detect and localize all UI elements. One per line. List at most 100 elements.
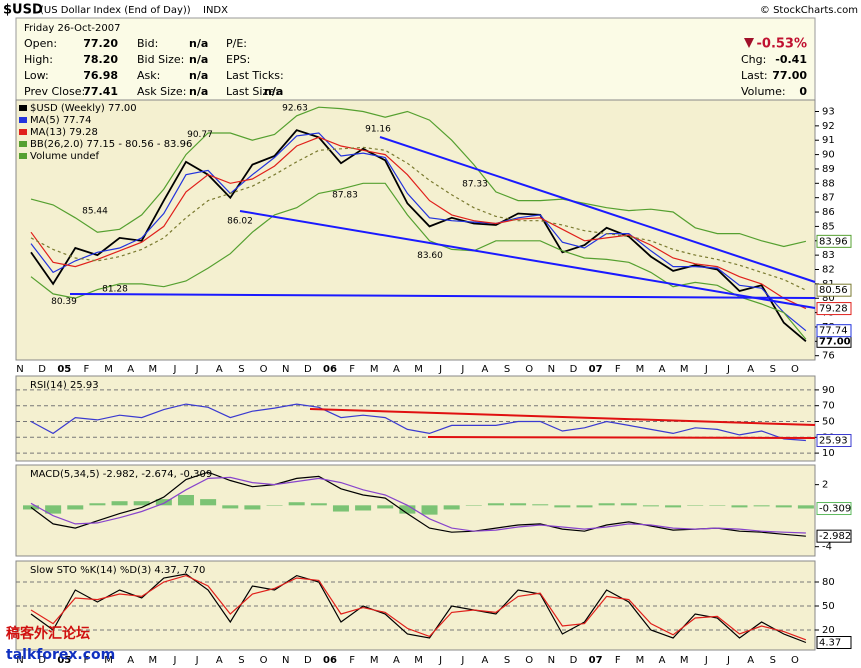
- end-label: 4.37: [819, 638, 841, 649]
- histogram-bar: [598, 503, 615, 506]
- x-tick-label: J: [438, 655, 442, 666]
- x-tick-label: N: [16, 655, 23, 666]
- trend-line: [379, 136, 816, 283]
- field-value: n/a: [189, 69, 208, 82]
- y-tick-label: 90: [822, 150, 835, 161]
- legend-swatch: [19, 141, 27, 147]
- histogram-bar: [266, 505, 283, 506]
- x-tick-label: J: [195, 655, 199, 666]
- series-line: [30, 403, 806, 442]
- histogram-bar: [89, 503, 106, 506]
- end-label: 77.00: [819, 336, 851, 347]
- x-tick-label: J: [438, 364, 442, 375]
- end-label: 79.28: [819, 304, 848, 315]
- legend-swatch: [19, 117, 27, 123]
- legend: MACD(5,34,5) -2.982, -2.674, -0.309: [30, 469, 212, 480]
- field-value: 77.41: [83, 85, 118, 98]
- y-tick-label: 90: [822, 385, 835, 396]
- field-value: n/a: [189, 37, 208, 50]
- x-tick-label: M: [370, 364, 379, 375]
- y-tick-label: 80: [822, 293, 835, 304]
- x-tick-label: A: [393, 655, 400, 666]
- y-tick-label: 92: [822, 121, 835, 132]
- y-tick-label: 50: [822, 417, 835, 428]
- x-tick-label: O: [525, 655, 533, 666]
- price-annotation: 81.28: [102, 284, 128, 294]
- symbol: $USD: [3, 3, 43, 18]
- y-tick-label: 50: [822, 601, 835, 612]
- change-pct: -0.53%: [757, 37, 808, 52]
- watermark: 稿客外汇论坛: [6, 625, 90, 642]
- y-tick-label: 70: [822, 401, 835, 412]
- x-tick-label: 06: [323, 364, 337, 375]
- x-tick-label: F: [615, 364, 621, 375]
- end-label-box: [816, 434, 852, 448]
- date: Friday 26-Oct-2007: [24, 23, 120, 34]
- histogram-bar: [288, 502, 305, 506]
- x-tick-label: N: [548, 655, 555, 666]
- x-tick-label: A: [127, 364, 134, 375]
- histogram-bar: [532, 504, 549, 506]
- series-line: [30, 132, 807, 332]
- histogram-bar: [399, 505, 416, 514]
- source: © StockCharts.com: [760, 5, 858, 16]
- field-label: High:: [24, 53, 53, 66]
- x-tick-label: O: [260, 655, 268, 666]
- y-tick-label: 83: [822, 250, 835, 261]
- end-label: 83.96: [819, 236, 848, 247]
- x-tick-label: D: [38, 364, 46, 375]
- legend-entry: $USD (Weekly) 77.00: [30, 103, 137, 114]
- histogram-bar: [797, 505, 814, 509]
- x-tick-label: A: [659, 364, 666, 375]
- histogram-bar: [155, 499, 172, 506]
- x-tick-label: J: [173, 655, 177, 666]
- x-tick-label: M: [680, 655, 689, 666]
- x-tick-label: J: [704, 364, 708, 375]
- x-tick-label: N: [16, 364, 23, 375]
- y-tick-label: -4: [822, 542, 832, 553]
- x-tick-label: M: [636, 655, 645, 666]
- histogram-bar: [753, 505, 770, 507]
- end-label: -0.309: [819, 504, 851, 515]
- y-tick-label: 91: [822, 135, 835, 146]
- histogram-bar: [620, 503, 637, 506]
- field-label: Last Ticks:: [226, 69, 284, 82]
- x-tick-label: J: [460, 364, 464, 375]
- x-tick-label: O: [260, 364, 268, 375]
- legend-swatch: [19, 153, 27, 159]
- series-line: [30, 471, 806, 537]
- x-tick-label: M: [636, 364, 645, 375]
- histogram-bar: [222, 505, 239, 509]
- symbol-name: (US Dollar Index (End of Day)): [40, 5, 191, 16]
- x-tick-label: 05: [57, 655, 71, 666]
- field-label: Prev Close:: [24, 85, 85, 98]
- x-tick-label: 05: [57, 364, 71, 375]
- series-line: [30, 136, 807, 310]
- price-annotation: 87.33: [462, 179, 488, 189]
- x-tick-label: M: [104, 364, 113, 375]
- stat-value: 0: [799, 85, 807, 98]
- histogram-bar: [177, 494, 194, 506]
- end-label: 25.93: [819, 436, 848, 447]
- x-tick-label: J: [726, 655, 730, 666]
- y-tick-label: 76: [822, 351, 835, 362]
- x-tick-label: 07: [589, 364, 603, 375]
- histogram-bar: [443, 505, 460, 510]
- field-label: Bid:: [137, 37, 158, 50]
- y-tick-label: 89: [822, 164, 835, 175]
- field-value: n/a: [189, 85, 208, 98]
- y-tick-label: 2: [822, 480, 828, 491]
- x-tick-label: F: [84, 364, 90, 375]
- end-label-box: [816, 283, 852, 297]
- histogram-bar: [310, 503, 327, 506]
- legend-swatch: [19, 129, 27, 135]
- x-tick-label: S: [504, 655, 510, 666]
- x-tick-label: D: [570, 655, 578, 666]
- histogram-bar: [244, 505, 261, 510]
- end-label-box: [816, 302, 852, 316]
- histogram-bar: [67, 505, 84, 510]
- watermark: talkforex.com: [6, 647, 115, 663]
- x-tick-label: F: [615, 655, 621, 666]
- histogram-bar: [665, 505, 682, 508]
- end-label: -2.982: [819, 531, 851, 542]
